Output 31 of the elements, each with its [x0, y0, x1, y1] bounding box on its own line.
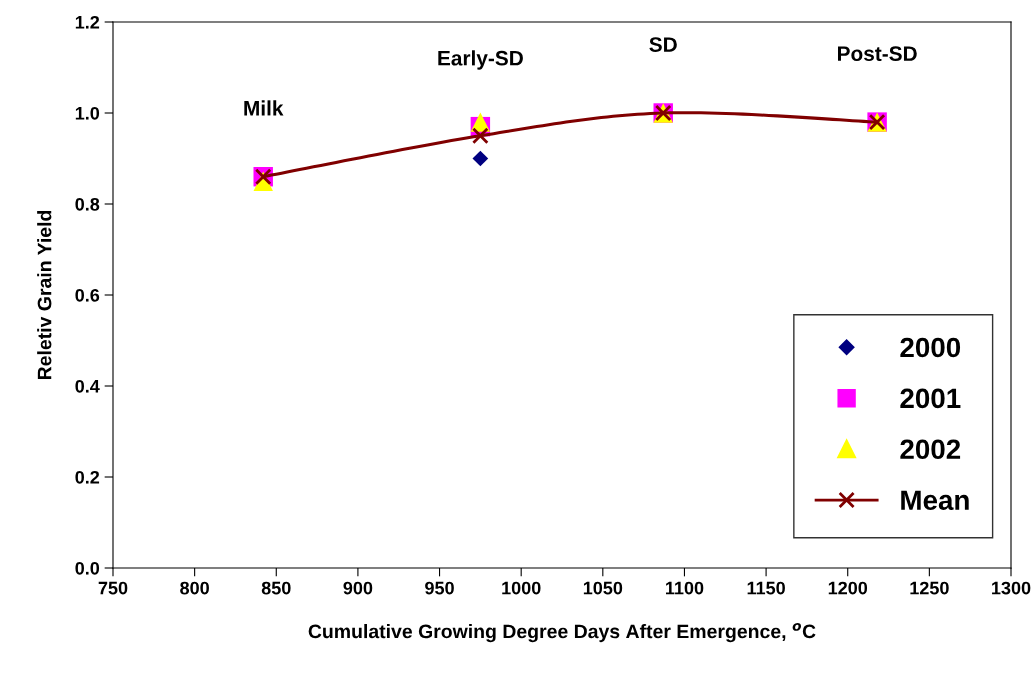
y-tick-label: 0.6: [75, 288, 100, 302]
y-tick-label: 0.2: [75, 470, 100, 484]
y-tick-label: 0.4: [75, 379, 100, 393]
x-tick-label: 1150: [747, 581, 785, 595]
x-tick-label: 1200: [828, 581, 868, 595]
x-tick-label: 850: [261, 581, 291, 595]
x-tick-label: 1100: [666, 581, 704, 595]
legend-label: 2001: [900, 388, 961, 409]
point: [472, 127, 489, 145]
annotation: Early-SD: [438, 50, 523, 70]
y-axis-title: Reletiv Grain Yield: [37, 210, 52, 380]
legend-label: 2002: [900, 439, 961, 460]
x-tick-label: 1250: [910, 581, 949, 595]
x-tick-label: 900: [343, 581, 373, 595]
y-tick-label: 0.8: [75, 197, 100, 211]
x-tick-label: 750: [98, 581, 128, 595]
annotation: Post-SD: [838, 46, 917, 62]
x-tick-label: 950: [425, 581, 454, 595]
point: [472, 150, 489, 167]
x-tick-label: 1050: [583, 581, 623, 595]
legend-label: 2000: [900, 337, 961, 358]
y-tick-label: 1.0: [75, 106, 100, 120]
x-axis-title: Cumulative Growing Degree Days After Emergence, $^{o}$C: [308, 623, 816, 643]
annotation: SD: [649, 37, 677, 52]
y-tick-label: 1.2: [75, 15, 100, 29]
x-tick-label: 1000: [502, 581, 541, 595]
legend-label: Mean: [901, 490, 969, 511]
x-tick-label: 800: [180, 581, 209, 595]
x-tick-label: 1300: [992, 581, 1031, 595]
y-tick-label: 0.0: [75, 561, 100, 575]
annotation: Milk: [244, 100, 284, 116]
